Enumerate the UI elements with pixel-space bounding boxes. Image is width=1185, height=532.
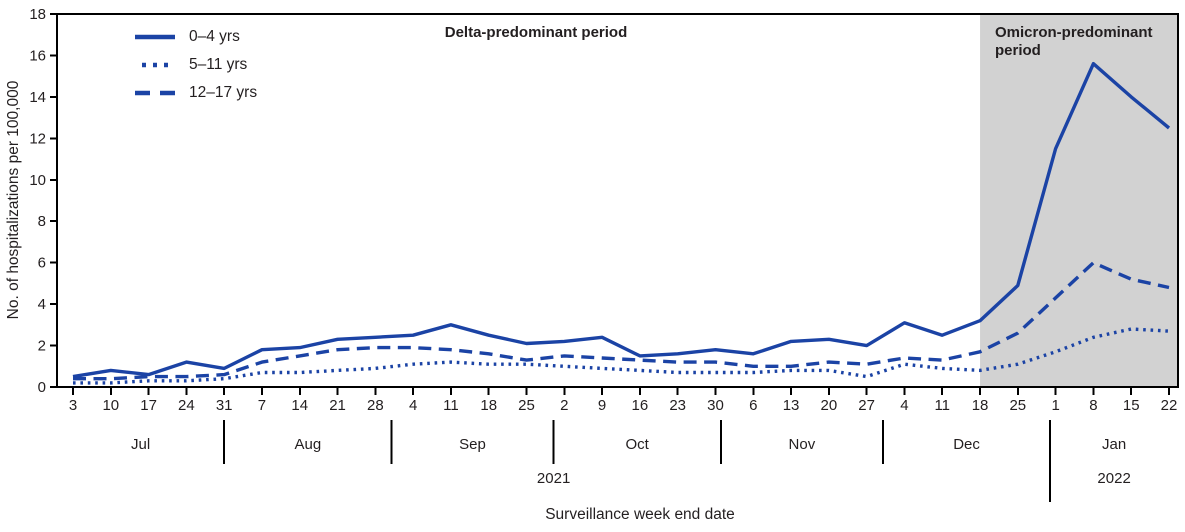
svg-text:8: 8 [38,213,46,230]
svg-text:Jan: Jan [1102,436,1126,453]
svg-text:6: 6 [749,397,757,414]
legend-item-0-4-yrs: 0–4 yrs [134,26,257,47]
series-line-5-11-yrs [73,327,1170,385]
svg-text:20: 20 [821,397,838,414]
svg-text:14: 14 [291,397,308,414]
svg-text:16: 16 [632,397,649,414]
legend-line-dotted-icon [142,62,175,67]
svg-text:8: 8 [1089,397,1097,414]
svg-text:28: 28 [367,397,384,414]
svg-text:10: 10 [29,172,46,189]
svg-text:30: 30 [707,397,724,414]
svg-text:Dec: Dec [953,436,980,453]
legend-line-solid-icon [135,34,175,39]
svg-text:11: 11 [443,397,459,414]
svg-text:12: 12 [29,130,46,147]
svg-text:21: 21 [329,397,346,414]
omicron-shaded-region [980,15,1177,386]
y-axis-title: No. of hospitalizations per 100,000 [5,80,22,320]
svg-text:22: 22 [1161,397,1178,414]
svg-text:11: 11 [934,397,950,414]
svg-text:25: 25 [1009,397,1026,414]
svg-text:24: 24 [178,397,195,414]
svg-text:Sep: Sep [459,436,486,453]
x-axis-title: Surveillance week end date [545,506,735,523]
svg-text:16: 16 [29,47,46,64]
delta-period-label: Delta-predominant period [444,24,628,41]
svg-text:18: 18 [972,397,989,414]
svg-text:2: 2 [38,338,46,355]
svg-text:23: 23 [669,397,686,414]
svg-text:1: 1 [1051,397,1059,414]
legend-label: 12–17 yrs [189,83,258,101]
legend-item-12-17-yrs: 12–17 yrs [134,82,257,103]
svg-text:Jul: Jul [131,436,150,453]
svg-text:3: 3 [69,397,77,414]
month-labels: Jul Aug Sep Oct Nov Dec Jan [131,436,1126,453]
legend-label: 5–11 yrs [189,55,248,73]
y-axis-ticks: 0 2 4 6 8 10 12 14 16 18 [29,6,57,396]
svg-text:2022: 2022 [1097,470,1130,487]
svg-text:6: 6 [38,255,46,272]
svg-text:Oct: Oct [626,436,650,453]
year-labels: 2021 2022 [537,470,1131,487]
svg-text:Nov: Nov [789,436,816,453]
month-separators [223,420,1052,502]
x-axis-ticks [72,387,1170,395]
legend-label: 0–4 yrs [189,27,240,45]
omicron-period-label: Omicron-predominant period [995,24,1153,59]
svg-text:15: 15 [1123,397,1140,414]
svg-text:2: 2 [560,397,568,414]
svg-text:10: 10 [102,397,119,414]
svg-text:27: 27 [858,397,875,414]
svg-text:2021: 2021 [537,470,570,487]
plot-frame [56,13,1179,388]
series-line-0-4-yrs [72,62,1171,379]
x-week-labels: 3 10 17 24 31 7 14 21 28 4 11 18 25 2 9 16 23 30 6 13 20 27 4 1… [69,397,1178,414]
svg-text:4: 4 [900,397,908,414]
svg-text:18: 18 [480,397,497,414]
svg-text:31: 31 [216,397,233,414]
svg-text:14: 14 [29,89,46,106]
legend-item-5-11-yrs: 5–11 yrs [134,54,257,75]
svg-text:0: 0 [38,379,46,396]
svg-text:9: 9 [598,397,606,414]
svg-text:25: 25 [518,397,535,414]
legend-line-dashed-icon [135,90,176,95]
legend: 0–4 yrs 5–11 yrs 12–17 yrs [134,26,257,103]
svg-text:4: 4 [409,397,417,414]
svg-text:17: 17 [140,397,157,414]
svg-text:Aug: Aug [295,436,322,453]
svg-text:18: 18 [29,6,46,23]
svg-text:4: 4 [38,296,46,313]
svg-text:7: 7 [258,397,266,414]
svg-text:13: 13 [783,397,800,414]
